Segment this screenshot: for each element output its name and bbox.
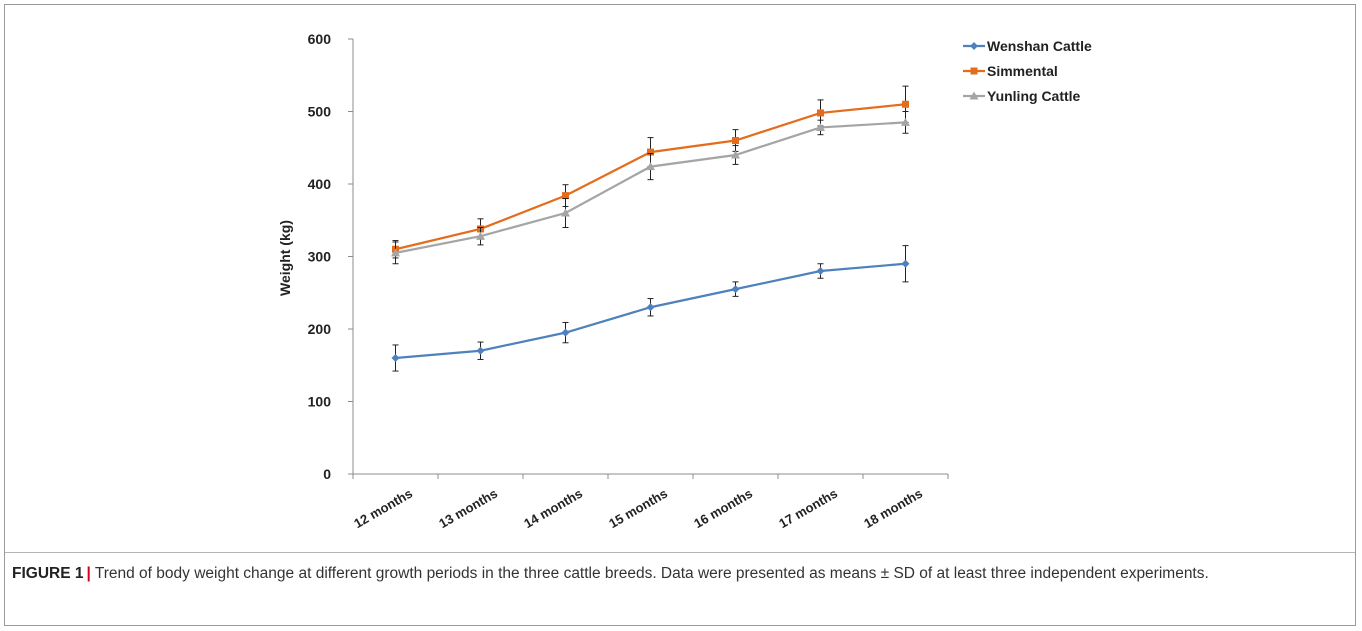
data-point-wenshan-cattle xyxy=(561,328,570,337)
legend-swatch-marker xyxy=(970,42,978,50)
x-tick-label: 17 months xyxy=(776,486,840,531)
data-point-wenshan-cattle xyxy=(901,259,910,268)
legend-item-yunling-cattle: Yunling Cattle xyxy=(963,88,1081,104)
legend-label: Simmental xyxy=(987,63,1058,79)
legend-item-wenshan-cattle: Wenshan Cattle xyxy=(963,38,1092,54)
data-point-yunling-cattle xyxy=(476,231,485,240)
legend-swatch-marker xyxy=(970,67,978,75)
y-axis-label: Weight (kg) xyxy=(277,220,293,296)
data-point-wenshan-cattle xyxy=(476,346,485,355)
y-tick-label: 100 xyxy=(308,394,332,410)
data-point-yunling-cattle xyxy=(731,150,740,159)
legend-label: Yunling Cattle xyxy=(987,88,1081,104)
x-tick-label: 15 months xyxy=(606,486,670,531)
chart-series xyxy=(391,85,910,372)
legend-label: Wenshan Cattle xyxy=(987,38,1092,54)
data-point-simmental xyxy=(562,192,569,200)
data-point-yunling-cattle xyxy=(561,208,570,217)
y-tick-label: 200 xyxy=(308,321,332,337)
y-tick-label: 400 xyxy=(308,176,332,192)
data-point-wenshan-cattle xyxy=(731,285,740,294)
x-tick-label: 13 months xyxy=(436,486,500,531)
x-tick-label: 18 months xyxy=(861,486,925,531)
series-wenshan-cattle xyxy=(391,245,910,372)
y-tick-label: 600 xyxy=(308,31,332,47)
chart-legend: Wenshan Cattle Simmental Yunling Cattle xyxy=(963,38,1092,104)
x-tick-label: 14 months xyxy=(521,486,585,531)
data-point-yunling-cattle xyxy=(816,122,825,131)
y-tick-label: 300 xyxy=(308,249,332,265)
figure-caption: FIGURE 1 | Trend of body weight change at … xyxy=(12,562,1332,585)
y-tick-label: 0 xyxy=(323,466,331,482)
data-point-simmental xyxy=(732,137,739,144)
chart-axes: 0 100 200 300 400 500 600 12 months 13 months 14 … xyxy=(308,31,949,531)
data-point-yunling-cattle xyxy=(646,162,655,171)
series-yunling-cattle xyxy=(391,111,910,265)
caption-divider xyxy=(5,552,1355,553)
data-point-simmental xyxy=(902,100,909,108)
caption-label: FIGURE 1 xyxy=(12,565,84,582)
legend-item-simmental: Simmental xyxy=(963,63,1058,79)
y-tick-label: 500 xyxy=(308,104,332,120)
data-point-simmental xyxy=(647,148,654,156)
data-point-yunling-cattle xyxy=(391,248,400,257)
caption-text: Trend of body weight change at different… xyxy=(94,565,1209,582)
data-point-wenshan-cattle xyxy=(816,267,825,275)
data-point-simmental xyxy=(817,109,824,117)
x-tick-label: 12 months xyxy=(351,486,415,531)
data-point-yunling-cattle xyxy=(901,117,910,126)
data-point-wenshan-cattle xyxy=(646,303,655,312)
data-point-wenshan-cattle xyxy=(391,354,400,362)
line-chart: 0 100 200 300 400 500 600 12 months 13 months 14 … xyxy=(277,31,1092,531)
legend-swatch-marker xyxy=(969,91,979,100)
figure-frame xyxy=(4,4,1356,626)
caption-separator: | xyxy=(86,565,91,582)
x-tick-label: 16 months xyxy=(691,486,755,531)
